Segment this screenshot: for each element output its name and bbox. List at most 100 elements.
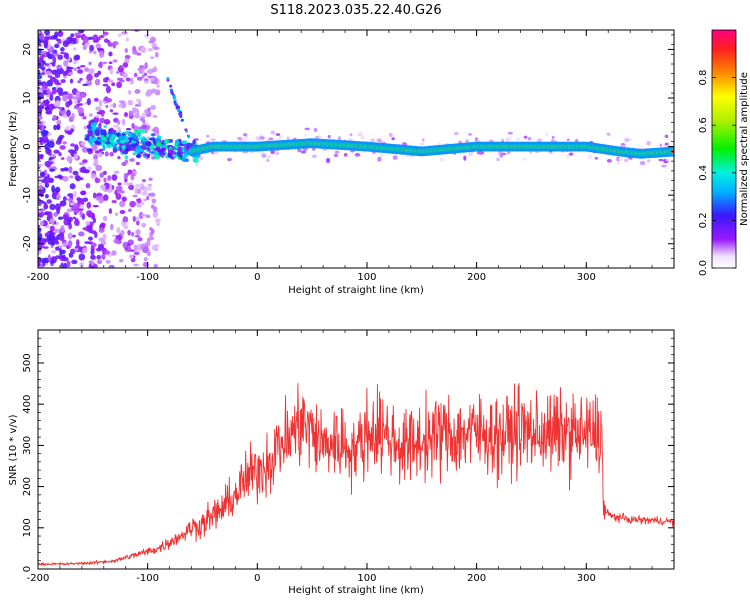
spectrogram-cell	[151, 198, 157, 204]
spectrogram-cell	[38, 146, 42, 150]
spectrogram-cell	[68, 175, 74, 179]
spectrogram-cell	[105, 143, 113, 149]
spectrogram-cell	[125, 37, 130, 42]
spectrogram-cell	[226, 157, 233, 162]
spectrogram-cell	[121, 144, 127, 150]
spectrogram-cell	[117, 156, 121, 160]
spectrogram-cell	[147, 47, 154, 52]
spectrogram-cell	[338, 135, 341, 142]
snr-y-tick-label: 300	[22, 436, 33, 455]
spectrogram-cell	[133, 263, 140, 267]
spectrogram-cell	[46, 199, 52, 204]
spectrogram-cell	[149, 89, 157, 94]
spectrogram-cell	[98, 99, 103, 107]
spectrogram-cell	[40, 72, 46, 76]
spectrogram-cell	[38, 250, 42, 255]
spectrogram-cell	[141, 118, 146, 124]
spectrogram-cell	[49, 225, 55, 232]
spectrogram-cell	[60, 79, 66, 84]
spectrogram-cell	[146, 195, 150, 201]
spectrogram-cell	[54, 203, 61, 211]
spectrogram-cell	[102, 144, 106, 151]
spectrogram-cell	[95, 106, 102, 111]
spectrogram-cell	[41, 85, 46, 92]
spectrogram-cell	[50, 241, 56, 246]
spectrogram-cell	[333, 153, 339, 158]
spectrogram-cell	[186, 142, 192, 147]
spectrogram-cell	[666, 158, 670, 162]
spectrogram-cell	[135, 229, 141, 236]
spectrogram-cell	[95, 43, 102, 50]
spectrogram-cell	[77, 103, 84, 106]
spectrogram-cell	[155, 137, 160, 143]
spectrogram-cell	[74, 144, 79, 152]
spectrogram-cell	[376, 138, 382, 143]
spectrogram-cell	[63, 60, 69, 67]
spectrogram-cell	[135, 161, 141, 166]
spectrogram-cell	[82, 35, 89, 44]
spectrogram-cell	[125, 147, 131, 152]
spectrogram-cell	[437, 141, 441, 146]
spectrogram-cell	[128, 208, 132, 212]
spectrogram-cell	[153, 149, 158, 156]
spectrogram-cell	[98, 227, 105, 233]
spectrogram-cell	[118, 100, 126, 104]
spectrogram-cell	[206, 134, 210, 138]
spectrogram-cell	[147, 185, 152, 192]
snr-y-tick-label: 400	[22, 395, 33, 414]
spectrogram-cell	[566, 153, 570, 159]
spectrogram-cell	[116, 226, 121, 234]
spectrogram-cell	[80, 141, 86, 147]
spectrogram-cell	[92, 34, 99, 42]
spectrogram-cell	[49, 203, 56, 211]
spectrogram-x-tick-label: -100	[136, 272, 159, 283]
spectrogram-cell	[139, 65, 144, 69]
spectrogram-cell	[166, 77, 170, 81]
spectrogram-cell	[85, 183, 91, 189]
spectrogram-cell	[140, 145, 147, 150]
spectrogram-cell	[38, 32, 45, 40]
spectrogram-cell	[38, 230, 41, 234]
spectrogram-cell	[128, 110, 133, 117]
spectrogram-cell	[125, 127, 132, 131]
spectrogram-cell	[88, 212, 93, 218]
spectrogram-cell	[127, 137, 134, 140]
spectrogram-cell	[38, 200, 42, 206]
spectrogram-cell	[275, 133, 281, 136]
spectrogram-cell	[516, 137, 520, 142]
spectrogram-cell	[313, 127, 318, 133]
spectrogram-cell	[68, 166, 73, 174]
spectrogram-cell	[664, 134, 669, 139]
spectrogram-cell	[136, 98, 141, 102]
spectrogram-cell	[147, 75, 154, 79]
snr-x-tick-label: 0	[254, 573, 260, 584]
spectrogram-cell	[39, 154, 44, 160]
spectrogram-cell	[116, 120, 121, 125]
spectrogram-cell	[93, 116, 100, 124]
spectrogram-cell	[568, 152, 574, 156]
spectrogram-cell	[39, 220, 44, 226]
spectrogram-cell	[112, 43, 116, 49]
spectrogram-cell	[134, 183, 141, 189]
spectrogram-cell	[38, 62, 42, 69]
spectrogram-cell	[150, 151, 155, 154]
spectrogram-cell	[97, 152, 103, 158]
spectrogram-cell	[156, 84, 161, 88]
spectrogram-cell	[90, 249, 95, 256]
spectrogram-cell	[44, 160, 52, 167]
spectrogram-cell	[56, 87, 64, 94]
spectrogram-cell	[153, 263, 158, 268]
spectrogram-cell	[119, 258, 124, 263]
spectrogram-cell	[639, 161, 646, 166]
spectrogram-cell	[261, 153, 267, 159]
spectrogram-cell	[101, 136, 108, 141]
spectrogram-cell	[44, 30, 51, 36]
spectrogram-cell	[646, 159, 651, 163]
spectrogram-frame	[37, 29, 675, 269]
spectrogram-cell	[102, 61, 108, 65]
spectrogram-cell	[55, 240, 59, 245]
spectrogram-cell	[67, 208, 72, 212]
snr-series-line	[38, 383, 674, 567]
spectrogram-cell	[140, 46, 147, 54]
spectrogram-cell	[55, 82, 62, 86]
